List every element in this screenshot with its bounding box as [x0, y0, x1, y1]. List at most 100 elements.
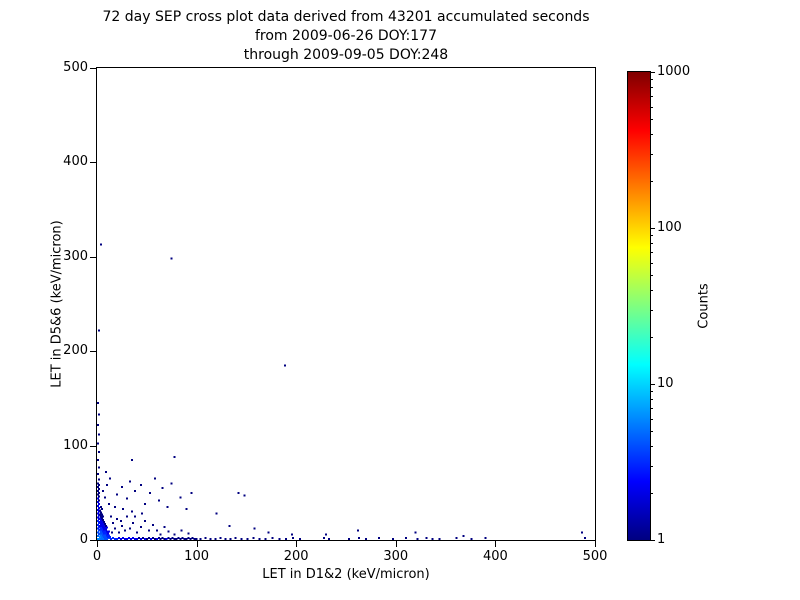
- data-point: [97, 512, 99, 515]
- chart-title-line-2: from 2009-06-26 DOY:177: [254, 28, 437, 44]
- data-point: [99, 513, 101, 516]
- colorbar-minor-tick-mark: [651, 106, 653, 108]
- x-tick-label: 500: [582, 549, 608, 564]
- x-tick-label: 300: [383, 549, 409, 564]
- y-tick-mark: [90, 162, 96, 164]
- data-point: [107, 536, 109, 539]
- data-point: [130, 458, 133, 461]
- data-point: [98, 413, 100, 416]
- data-point: [328, 538, 331, 540]
- data-point: [137, 537, 140, 540]
- data-point: [99, 536, 101, 539]
- data-point: [391, 538, 394, 540]
- data-point: [117, 537, 120, 540]
- data-point: [115, 538, 118, 540]
- data-point: [258, 538, 261, 540]
- data-point: [102, 538, 104, 540]
- colorbar-tick-mark: [651, 228, 655, 229]
- data-point: [240, 538, 243, 540]
- data-point: [199, 538, 202, 540]
- data-point: [125, 538, 128, 540]
- colorbar-tick-label: 100: [657, 220, 682, 235]
- y-tick-mark: [90, 445, 96, 447]
- data-point: [97, 472, 99, 475]
- colorbar-minor-tick-mark: [651, 134, 653, 136]
- data-point: [100, 506, 102, 508]
- data-point: [100, 534, 102, 537]
- data-point: [163, 538, 166, 540]
- data-point: [100, 530, 102, 533]
- data-point: [102, 519, 104, 522]
- data-point: [149, 538, 152, 540]
- data-point: [404, 537, 407, 540]
- x-tick-label: 400: [482, 549, 508, 564]
- data-point: [104, 526, 106, 529]
- data-point: [97, 523, 99, 526]
- colorbar-minor-tick-mark: [651, 96, 653, 98]
- colorbar-tick-mark: [651, 540, 655, 541]
- data-point: [99, 528, 101, 531]
- data-point: [193, 538, 196, 540]
- colorbar-minor-tick-mark: [651, 408, 653, 410]
- colorbar-minor-tick-mark: [651, 252, 653, 254]
- data-point: [264, 538, 267, 540]
- y-tick-mark: [90, 256, 96, 258]
- data-point: [190, 491, 193, 494]
- data-point: [185, 538, 188, 540]
- chart-title-line-1: 72 day SEP cross plot data derived from …: [102, 9, 590, 25]
- data-point: [109, 538, 112, 540]
- data-point: [98, 433, 100, 436]
- data-point: [98, 478, 100, 481]
- data-point: [97, 497, 99, 500]
- y-tick-label: 100: [63, 437, 88, 453]
- data-point: [214, 538, 217, 540]
- data-point: [97, 493, 99, 496]
- data-point: [167, 530, 170, 533]
- x-axis-label: LET in D1&2 (keV/micron): [262, 567, 430, 582]
- data-point: [111, 537, 114, 540]
- data-point: [139, 538, 142, 540]
- colorbar-minor-tick-mark: [651, 243, 653, 245]
- data-point: [125, 497, 128, 500]
- data-point: [104, 523, 106, 525]
- x-tick-label: 100: [184, 549, 209, 564]
- data-point: [100, 538, 102, 540]
- data-point: [103, 528, 105, 531]
- data-point: [97, 520, 99, 523]
- colorbar-minor-tick-mark: [651, 391, 653, 393]
- data-point: [125, 515, 128, 518]
- y-tick-label: 500: [63, 60, 88, 75]
- data-point: [180, 529, 183, 532]
- data-point: [104, 496, 106, 499]
- data-point: [97, 458, 99, 461]
- data-point: [133, 489, 136, 492]
- data-point: [100, 511, 102, 514]
- data-point: [159, 533, 162, 536]
- x-tick-mark: [395, 541, 397, 547]
- data-point: [139, 484, 142, 487]
- data-point: [105, 471, 107, 473]
- data-point: [183, 538, 186, 540]
- data-point: [170, 257, 173, 260]
- colorbar: [627, 71, 651, 541]
- x-tick-mark: [495, 541, 497, 547]
- data-point: [98, 451, 100, 454]
- data-point: [111, 522, 114, 524]
- data-point: [107, 532, 109, 535]
- data-point: [105, 532, 107, 535]
- data-point: [234, 537, 237, 540]
- data-point: [105, 536, 107, 539]
- data-point: [117, 531, 120, 534]
- data-point: [252, 537, 255, 540]
- data-point: [99, 517, 101, 520]
- data-point: [102, 530, 104, 533]
- data-point: [97, 489, 99, 492]
- data-point: [191, 537, 194, 540]
- data-point: [179, 538, 182, 540]
- data-point: [101, 528, 103, 531]
- data-point: [100, 526, 102, 529]
- data-point: [133, 515, 136, 518]
- data-point: [431, 538, 434, 540]
- data-point: [173, 455, 176, 458]
